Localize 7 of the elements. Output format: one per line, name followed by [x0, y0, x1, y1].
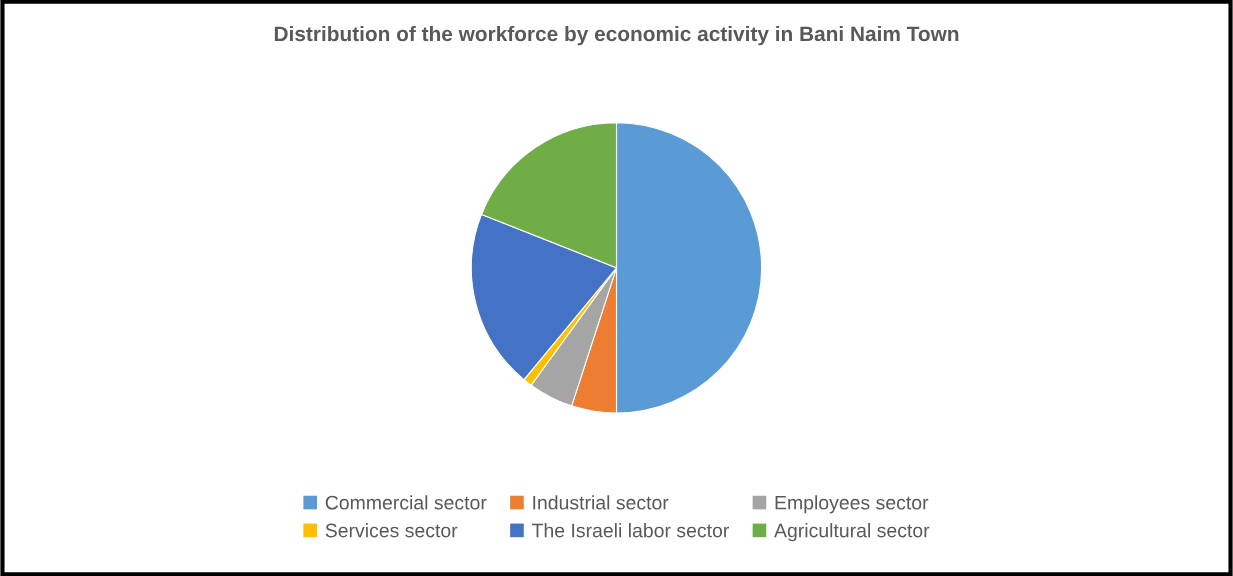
legend-label: Industrial sector	[533, 495, 669, 510]
legend-label: The Israeli labor sector	[531, 523, 729, 538]
chart-title: Distribution of the workforce by economic activity in Bani Naim Town	[274, 25, 959, 46]
legend-label: Services sector	[325, 523, 458, 538]
legend-label: Commercial sector	[325, 495, 487, 510]
legend-label: Employees sector	[775, 495, 929, 514]
legend-label: Agricultural sector	[774, 523, 930, 542]
